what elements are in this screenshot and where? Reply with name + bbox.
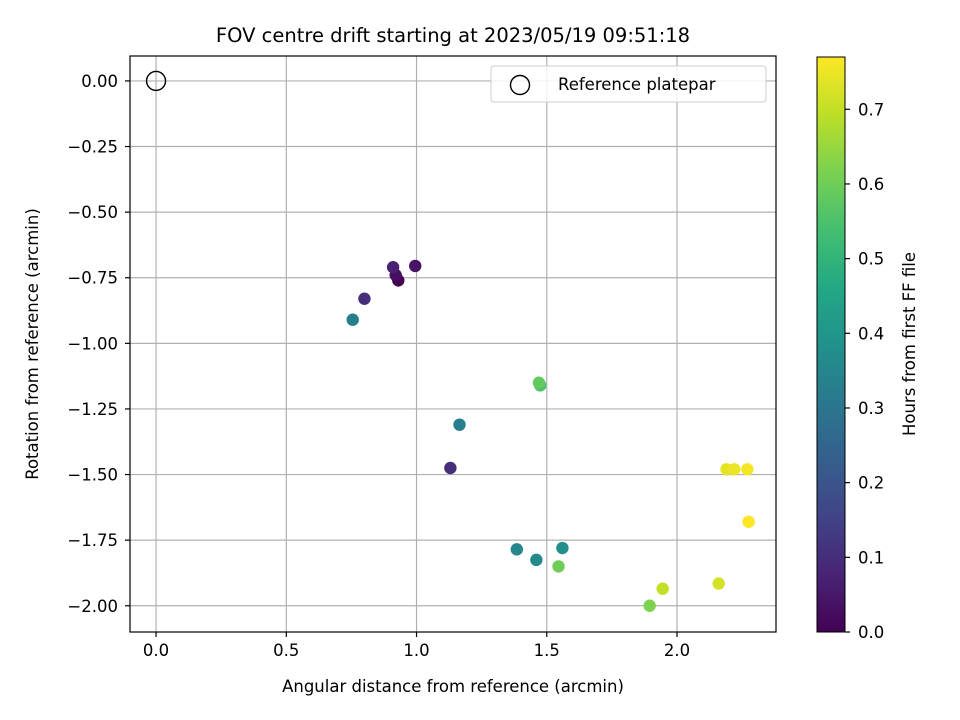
y-tick-label: −0.25	[67, 138, 118, 157]
data-point	[532, 376, 546, 389]
reference-marker-layer	[145, 70, 167, 92]
x-axis-ticks: 0.0 0.5 1.0 1.5 2.0	[143, 632, 690, 660]
data-point	[358, 292, 371, 305]
reference-platepar-marker	[145, 70, 167, 92]
data-point	[556, 541, 569, 555]
y-tick-label: −2.00	[67, 597, 118, 616]
x-tick-label: 0.5	[273, 641, 299, 660]
legend-entry-label: Reference platepar	[558, 75, 716, 94]
data-point	[510, 543, 524, 556]
colorbar-ticks: 0.0 0.1 0.2 0.3 0.4 0.5 0.6 0.7	[845, 100, 884, 642]
plot-frame	[129, 55, 777, 633]
y-tick-label: −1.50	[67, 466, 118, 485]
colorbar-tick-label: 0.0	[858, 623, 884, 642]
colorbar-tick-label: 0.6	[858, 175, 884, 194]
colorbar-tick-label: 0.4	[858, 324, 884, 343]
colorbar-tick-label: 0.1	[858, 548, 884, 567]
colorbar-tick-label: 0.7	[858, 100, 884, 119]
x-tick-label: 1.5	[534, 641, 560, 660]
data-point	[453, 418, 466, 431]
data-point	[656, 582, 669, 595]
data-point	[712, 577, 725, 590]
y-gridlines	[130, 80, 776, 607]
data-point	[728, 463, 741, 476]
x-tick-label: 0.0	[143, 641, 169, 660]
y-tick-label: −1.00	[67, 334, 118, 353]
y-tick-label: 0.00	[81, 72, 118, 91]
data-points	[346, 259, 755, 612]
data-point	[530, 553, 543, 567]
data-point	[409, 259, 422, 273]
legend-box	[490, 65, 767, 103]
legend: Reference platepar	[490, 65, 767, 103]
data-point	[643, 599, 656, 612]
colorbar-tick-label: 0.5	[858, 250, 884, 269]
colorbar-tick-label: 0.2	[858, 474, 884, 493]
colorbar	[816, 56, 846, 633]
colorbar-tick-label: 0.3	[858, 399, 884, 418]
chart-title: FOV centre drift starting at 2023/05/19 …	[216, 24, 690, 47]
y-tick-label: −0.75	[67, 269, 118, 288]
x-tick-label: 1.0	[403, 641, 429, 660]
data-point	[346, 313, 359, 326]
y-tick-label: −1.25	[67, 400, 118, 419]
y-axis-label: Rotation from reference (arcmin)	[23, 208, 42, 480]
x-gridlines	[155, 56, 678, 632]
data-point	[552, 560, 565, 573]
x-axis-label: Angular distance from reference (arcmin)	[282, 677, 624, 696]
y-axis-ticks: 0.00 −0.25 −0.50 −0.75 −1.00 −1.25 −1.50 −1.75 −…	[67, 72, 130, 616]
data-point	[742, 515, 755, 528]
data-point	[386, 261, 400, 274]
data-point	[741, 463, 754, 476]
y-tick-label: −1.75	[67, 531, 118, 550]
data-point	[444, 461, 457, 475]
x-tick-label: 2.0	[664, 641, 690, 660]
legend-reference-marker	[509, 74, 531, 96]
colorbar-label: Hours from first FF file	[900, 252, 919, 436]
y-tick-label: −0.50	[67, 203, 118, 222]
